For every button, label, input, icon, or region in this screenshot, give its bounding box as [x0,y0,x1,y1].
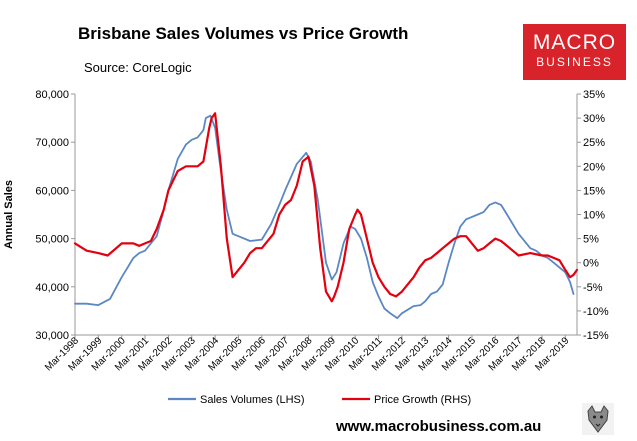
y-right-tick-label: 20% [583,161,605,173]
y-left-tick-label: 70,000 [35,137,69,149]
y-right-tick-label: -15% [583,330,609,342]
y-right-tick-label: -5% [583,282,603,294]
chart-legend: Sales Volumes (LHS) Price Growth (RHS) [168,394,471,406]
y-right-tick-label: 0% [583,258,599,270]
y-left-tick-label: 60,000 [35,185,69,197]
y-right-tick-label: 30% [583,113,605,125]
y-right-tick-label: 10% [583,210,605,222]
y-left-tick-label: 40,000 [35,282,69,294]
y-left-tick-label: 30,000 [35,330,69,342]
y-right-tick-label: 35% [583,89,605,101]
chart-axes [71,93,581,339]
y-right-tick-label: 5% [583,234,599,246]
series-line-price-growth [73,112,579,303]
logo-line-business: BUSINESS [536,55,613,69]
legend-item-sales-volumes-label: Sales Volumes (LHS) [200,394,305,406]
series-line-sales-volumes [74,114,575,320]
y-right-tick-label: -10% [583,306,609,318]
macrobusiness-logo: MACRO BUSINESS [523,24,626,80]
y-axis-title: Annual Sales [3,180,15,249]
chart-title: Brisbane Sales Volumes vs Price Growth [78,24,409,43]
y-left-tick-label: 80,000 [35,89,69,101]
y-right-tick-label: 15% [583,185,605,197]
logo-line-macro: MACRO [532,31,617,54]
chart-series [73,112,579,320]
legend-item-price-growth-label: Price Growth (RHS) [374,394,471,406]
y-right-tick-label: 25% [583,137,605,149]
y-left-tick-label: 50,000 [35,234,69,246]
footer-url[interactable]: www.macrobusiness.com.au [336,418,542,435]
wolf-mascot-icon [582,403,614,435]
chart-subtitle: Source: CoreLogic [84,60,192,75]
